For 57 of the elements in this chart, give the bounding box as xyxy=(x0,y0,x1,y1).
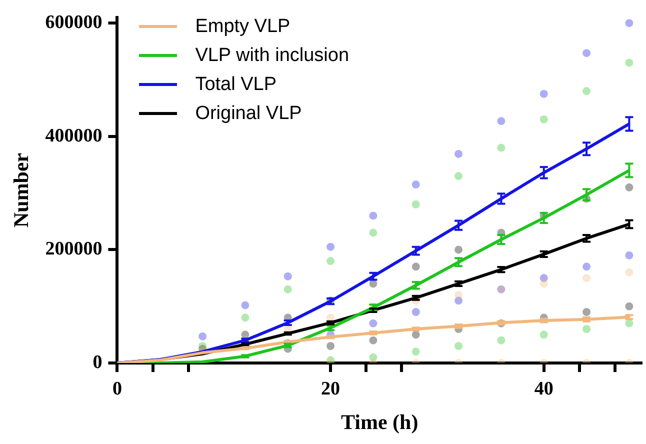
point xyxy=(454,172,463,180)
y-tick-label: 0 xyxy=(92,352,102,373)
point xyxy=(284,285,292,294)
point xyxy=(540,280,548,288)
point xyxy=(497,117,506,126)
point xyxy=(582,49,591,58)
point xyxy=(497,336,506,344)
legend-label: Total VLP xyxy=(195,74,277,96)
point xyxy=(412,180,420,189)
point xyxy=(625,58,634,67)
point xyxy=(412,330,420,339)
point xyxy=(540,115,548,124)
x-tick-label: 20 xyxy=(321,378,340,400)
point xyxy=(540,90,548,98)
legend-label: Original VLP xyxy=(195,102,302,125)
x-axis-title: Time (h) xyxy=(341,410,418,434)
point xyxy=(454,246,463,254)
point xyxy=(241,301,250,310)
y-tick-label: 200000 xyxy=(45,238,102,260)
point xyxy=(412,348,420,356)
point xyxy=(412,200,420,208)
point xyxy=(625,183,634,192)
x-tick-label: 40 xyxy=(534,378,554,400)
legend-label: VLP with inclusion xyxy=(195,44,350,67)
x-tick-label: 0 xyxy=(112,378,122,400)
point xyxy=(369,280,378,288)
point xyxy=(540,330,548,339)
y-tick-label: 400000 xyxy=(45,125,102,146)
point xyxy=(625,268,634,276)
point xyxy=(369,228,378,237)
point xyxy=(454,291,463,300)
point xyxy=(625,251,634,260)
point xyxy=(625,319,634,328)
y-axis-title: Number xyxy=(9,152,34,228)
point xyxy=(412,308,420,316)
point xyxy=(582,325,591,334)
point xyxy=(582,262,591,271)
y-tick-label: 600000 xyxy=(45,12,102,33)
point xyxy=(326,257,335,266)
point xyxy=(454,342,463,350)
point xyxy=(497,144,506,152)
point xyxy=(582,87,591,96)
point xyxy=(369,319,378,328)
legend-label: Empty VLP xyxy=(195,16,290,38)
point xyxy=(284,272,292,280)
point xyxy=(241,314,250,322)
point xyxy=(326,242,335,251)
point xyxy=(369,336,378,344)
point xyxy=(369,212,378,220)
point xyxy=(625,19,634,28)
point xyxy=(582,308,591,316)
point xyxy=(582,274,591,282)
point xyxy=(198,332,207,340)
point xyxy=(412,262,420,271)
point xyxy=(454,150,463,158)
point xyxy=(625,302,634,310)
point xyxy=(326,342,335,350)
